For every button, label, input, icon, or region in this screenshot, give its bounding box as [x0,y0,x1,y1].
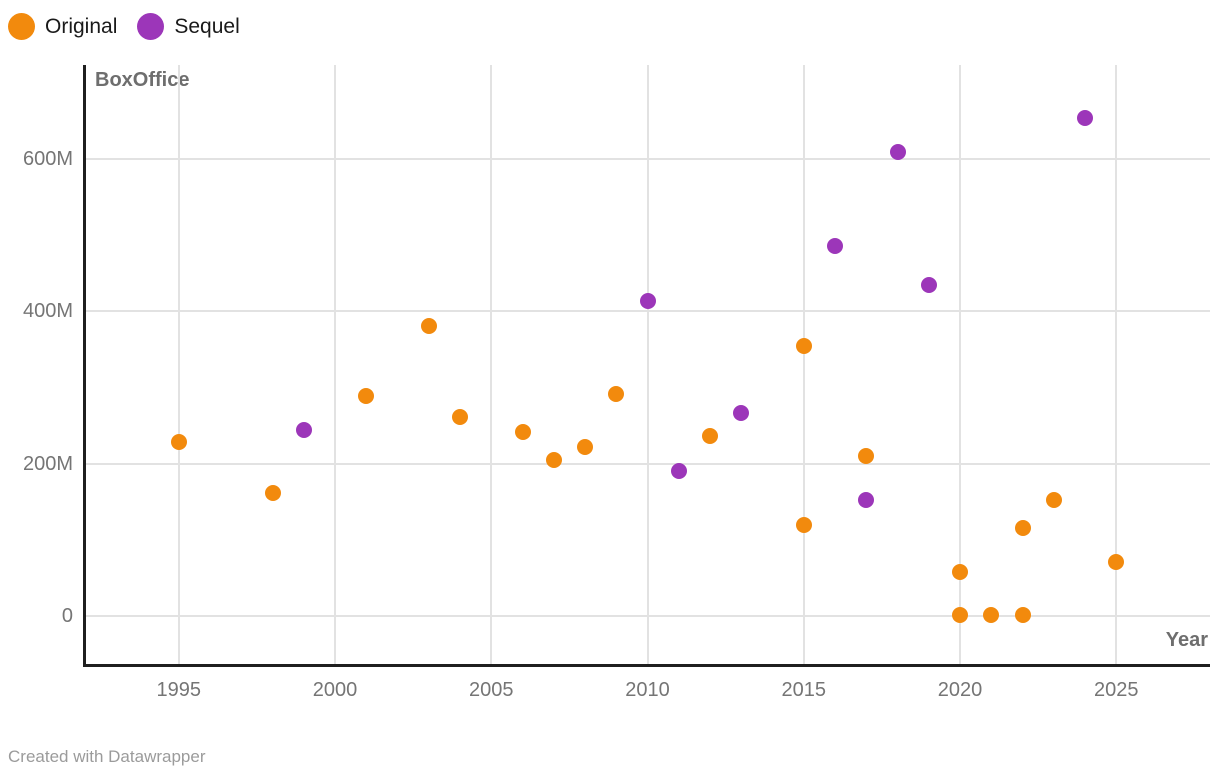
data-point-original-1995[interactable] [170,434,187,451]
data-point-sequel-2011[interactable] [670,463,687,480]
data-point-sequel-2017[interactable] [858,492,875,509]
x-tick-label-1995: 1995 [156,679,202,701]
gridline-x-2005 [490,65,493,665]
data-point-sequel-2018[interactable] [889,143,906,160]
y-tick-label-200M: 200M [22,452,73,475]
data-point-sequel-2019[interactable] [920,277,937,294]
gridline-x-1995 [177,65,180,665]
legend: Original Sequel [8,13,240,40]
gridline-y-600M [85,157,1210,160]
gridline-y-200M [85,462,1210,465]
x-axis-line [83,664,1210,667]
datawrapper-attribution-link[interactable]: Created with Datawrapper [8,747,206,766]
x-tick-label-2010: 2010 [625,679,670,701]
data-point-original-2012[interactable] [702,428,718,445]
data-point-original-2020[interactable] [952,563,968,580]
legend-item-original[interactable]: Original [8,13,117,40]
data-point-sequel-2016[interactable] [827,237,843,254]
legend-dot-original-icon [8,13,35,40]
data-point-sequel-2010[interactable] [639,292,656,309]
data-point-original-2008[interactable] [577,438,593,455]
data-point-original-2021[interactable] [983,606,1000,623]
data-point-sequel-2013[interactable] [733,404,750,421]
data-point-original-2001[interactable] [358,387,375,404]
data-point-original-2017[interactable] [858,448,875,465]
y-tick-label-0: 0 [61,605,73,628]
y-tick-label-600M: 600M [22,147,73,170]
gridline-x-2015 [802,65,805,665]
x-tick-label-2025: 2025 [1094,679,1139,701]
data-point-original-2015[interactable] [795,516,812,533]
y-axis-title: BoxOffice [95,69,190,91]
gridline-y-0 [85,615,1210,618]
data-point-original-2022[interactable] [1014,606,1031,623]
gridline-x-2025 [1115,65,1118,665]
gridline-x-2010 [646,65,649,665]
gridline-y-400M [85,310,1210,313]
data-point-original-1998[interactable] [264,485,281,502]
y-tick-label-400M: 400M [22,300,73,323]
x-tick-label-2015: 2015 [781,679,827,701]
legend-label-sequel: Sequel [174,15,240,38]
data-point-sequel-1999[interactable] [295,422,312,439]
data-point-original-2023[interactable] [1045,491,1062,508]
data-point-original-2007[interactable] [545,451,562,468]
data-point-original-2022[interactable] [1014,519,1031,536]
x-tick-label-2020: 2020 [937,679,983,701]
data-point-sequel-2024[interactable] [1077,109,1093,126]
legend-item-sequel[interactable]: Sequel [137,13,240,40]
data-point-original-2003[interactable] [420,318,437,335]
x-tick-label-2005: 2005 [469,679,514,701]
legend-dot-sequel-icon [137,13,165,40]
data-point-original-2025[interactable] [1108,554,1125,571]
y-axis-line [83,65,86,667]
data-point-original-2009[interactable] [608,385,625,402]
data-point-original-2015[interactable] [795,337,812,354]
x-axis-title: Year [1165,629,1208,651]
gridline-x-2020 [959,65,961,665]
data-point-original-2006[interactable] [514,423,531,440]
gridline-x-2000 [334,65,336,665]
legend-label-original: Original [45,15,118,38]
x-tick-label-2000: 2000 [312,679,358,701]
data-point-original-2004[interactable] [452,409,468,426]
data-point-original-2020[interactable] [952,606,968,623]
